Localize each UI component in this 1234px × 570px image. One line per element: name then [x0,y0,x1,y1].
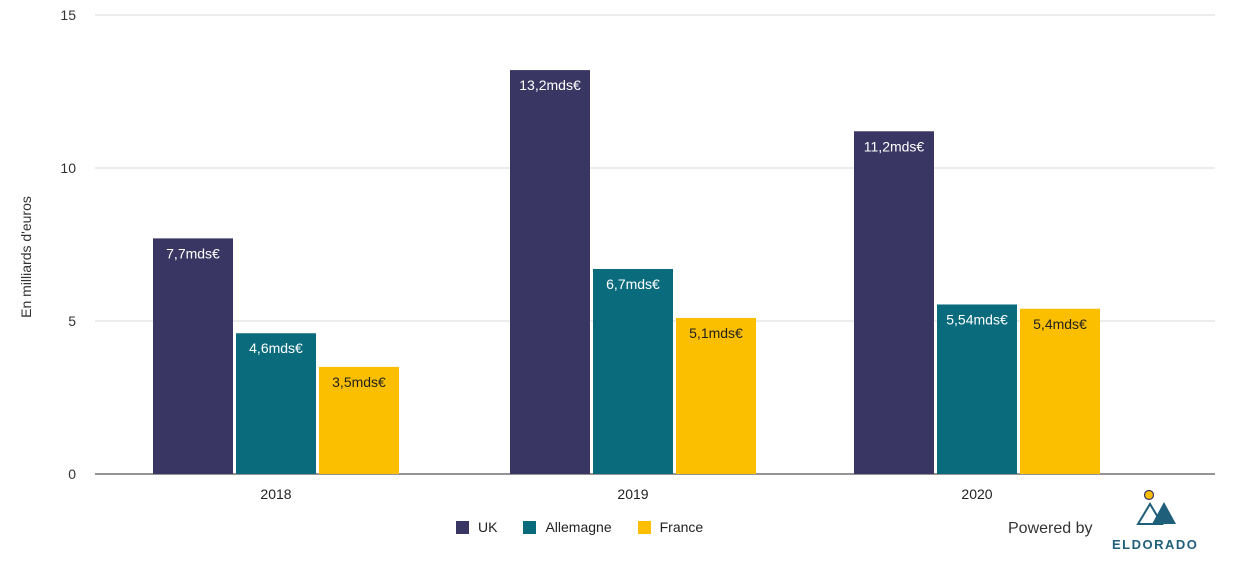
bar-allemagne-2018 [236,333,316,474]
logo-wordmark: ELDORADO [1112,537,1199,552]
powered-by-text: Powered by [1008,520,1093,537]
bar-france-2020 [1020,308,1100,474]
bar-france-2018 [319,366,399,474]
bar-uk-2020 [854,131,934,474]
data-label: 11,2mds€ [864,138,925,154]
bar-uk-2019 [510,70,590,474]
legend-swatch-allemagne [523,520,537,534]
y-axis-label: En milliards d'euros [18,196,34,318]
y-tick-label: 10 [60,160,76,176]
y-axis-ticks: 0 5 10 15 [60,7,76,482]
legend-label-france: France [659,519,704,535]
data-label: 5,54mds€ [946,311,1008,327]
y-tick-label: 15 [60,7,76,23]
legend-item-uk: UK [456,519,497,535]
bar-uk-2018 [153,238,233,474]
data-label: 13,2mds€ [519,77,581,93]
data-label: 3,5mds€ [332,374,386,390]
data-label: 4,6mds€ [249,340,303,356]
y-tick-label: 0 [68,466,76,482]
y-tick-label: 5 [68,313,76,329]
eldorado-logo-icon [1136,489,1176,525]
legend-swatch-france [637,520,651,534]
x-tick-label: 2020 [961,486,992,502]
x-tick-label: 2019 [617,486,648,502]
legend-swatch-uk [456,520,469,534]
x-axis-ticks: 2018 2019 2020 [260,486,992,502]
bar-allemagne-2019 [593,268,673,474]
data-label: 6,7mds€ [606,276,660,292]
bars [153,70,1100,474]
legend-label-allemagne: Allemagne [545,519,612,535]
x-tick-label: 2018 [260,486,291,502]
legend-item-france: France [637,519,704,535]
legend-item-allemagne: Allemagne [523,519,612,535]
bar-france-2019 [676,317,756,474]
branding: Powered by ELDORADO [1008,486,1218,556]
data-label: 7,7mds€ [166,245,220,261]
legend: UK Allemagne France [456,519,703,535]
data-labels: 7,7mds€ 4,6mds€ 3,5mds€ 13,2mds€ 6,7mds€ 5,1m… [166,77,1087,390]
bar-allemagne-2020 [937,304,1017,474]
legend-label-uk: UK [478,519,498,535]
data-label: 5,1mds€ [689,325,743,341]
data-label: 5,4mds€ [1033,316,1087,332]
